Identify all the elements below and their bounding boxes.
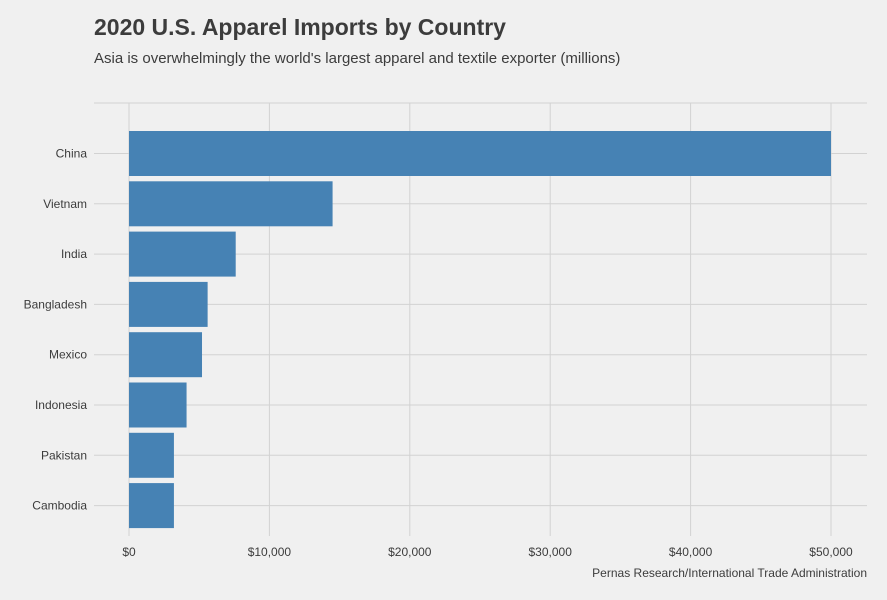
x-tick-label-5: $50,000 [809,545,853,559]
y-tick-label-vietnam: Vietnam [43,197,87,211]
y-tick-label-indonesia: Indonesia [35,398,87,412]
bar-china [129,131,831,176]
bar-indonesia [129,382,187,428]
chart-subtitle: Asia is overwhelmingly the world's large… [94,50,621,67]
x-tick-label-4: $40,000 [669,545,713,559]
bar-vietnam [129,181,333,227]
bars [129,131,831,529]
x-tick-label-0: $0 [122,545,136,559]
y-tick-label-mexico: Mexico [49,348,87,362]
bar-bangladesh [129,281,208,327]
x-tick-label-3: $30,000 [529,545,573,559]
y-axis-labels: China Vietnam India Bangladesh Mexico Indones… [24,147,88,513]
y-tick-label-pakistan: Pakistan [41,448,87,462]
chart-title: 2020 U.S. Apparel Imports by Country [94,14,506,40]
bar-india [129,231,236,277]
y-tick-label-bangladesh: Bangladesh [24,297,87,311]
bar-cambodia [129,483,174,529]
y-tick-label-china: China [56,147,88,161]
bar-pakistan [129,432,174,478]
bar-mexico [129,332,203,378]
x-tick-label-2: $20,000 [388,545,432,559]
y-tick-label-india: India [61,247,87,261]
x-tick-label-1: $10,000 [248,545,292,559]
y-tick-label-cambodia: Cambodia [32,499,87,513]
chart-caption: Pernas Research/International Trade Admi… [592,566,867,580]
x-axis-labels: $0 $10,000 $20,000 $30,000 $40,000 $50,000 [122,545,853,559]
